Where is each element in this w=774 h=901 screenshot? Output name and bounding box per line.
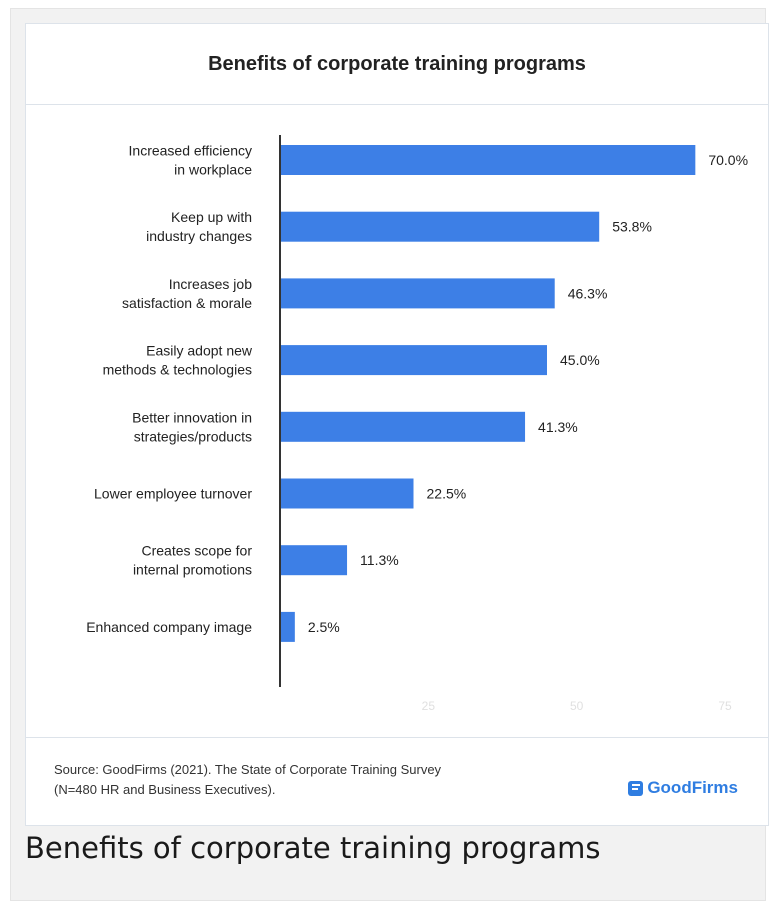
category-label: Lower employee turnover [94,486,252,502]
bar [280,611,295,642]
category-label-line: satisfaction & morale [122,295,252,311]
bar-value-label: 22.5% [427,486,467,502]
category-label: Creates scope for internal promotions [133,543,252,578]
category-label-line: in workplace [174,162,252,178]
x-tick-label: 25 [422,699,436,713]
category-label-line: Lower employee turnover [94,486,252,502]
x-tick-label: 50 [570,699,584,713]
bar-value-label: 46.3% [568,285,608,301]
bar-value-label: 11.3% [360,552,399,568]
category-label-line: Better innovation in [132,409,252,425]
category-label-line: Easily adopt new [146,343,253,359]
source-note: Source: GoodFirms (2021). The State of C… [54,760,441,800]
category-label: Easily adopt new methods & technologies [103,343,253,378]
chart-card: Benefits of corporate training programs … [25,23,769,826]
bar [280,211,600,242]
source-line-1: Source: GoodFirms (2021). The State of C… [54,762,442,777]
chart-title: Benefits of corporate training programs [208,52,586,75]
bar-value-label: 41.3% [538,419,578,435]
category-label-line: industry changes [146,228,252,244]
category-label-line: Creates scope for [142,543,253,559]
bar [280,145,696,175]
chart-footer: Source: GoodFirms (2021). The State of C… [26,737,768,826]
category-label-line: internal promotions [133,562,252,578]
source-line-2: (N=480 HR and Business Executives). [54,782,276,797]
bar-chart: 70.0% Increased efficiency in workplace 53.… [86,135,748,713]
goodfirms-logo[interactable]: GoodFirms [628,778,738,798]
category-label-line: Enhanced company image [86,619,252,635]
bar [280,478,414,509]
bar-value-label: 45.0% [560,352,600,368]
figure-caption: Benefits of corporate training programs [25,831,601,865]
x-tick-label: 75 [718,699,732,713]
bar [280,411,526,442]
category-label-line: Increased efficiency [129,143,252,159]
category-label-line: Keep up with [171,209,252,225]
category-label: Increased efficiency in workplace [129,143,253,178]
bar [280,345,547,376]
bar-value-label: 53.8% [612,219,652,235]
chart-header: Benefits of corporate training programs [26,24,768,105]
bar [280,278,555,309]
category-label-line: methods & technologies [103,362,252,378]
figure-frame: Benefits of corporate training programs … [10,8,769,901]
goodfirms-logo-icon [628,780,644,796]
bar-value-label: 2.5% [308,619,340,635]
goodfirms-logo-text: GoodFirms [647,778,738,797]
category-label-line: Increases job [169,276,252,292]
bar-value-label: 70.0% [708,152,748,168]
category-label: Keep up with industry changes [146,209,252,244]
bar [280,545,348,576]
category-label: Enhanced company image [86,619,252,635]
category-label: Increases job satisfaction & morale [122,276,252,311]
category-label: Better innovation in strategies/products [132,409,252,444]
category-label-line: strategies/products [134,428,252,444]
